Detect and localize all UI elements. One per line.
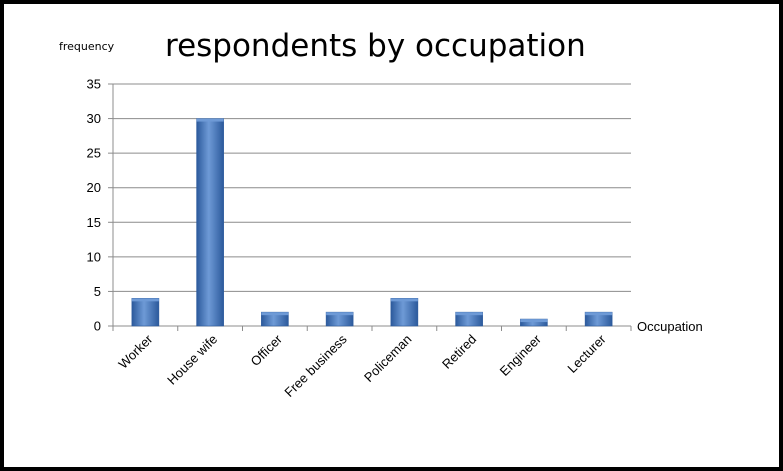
x-tick-label: Officer <box>247 331 285 369</box>
x-axis-label: Occupation <box>637 319 703 334</box>
bar-top <box>196 118 224 122</box>
bar-top <box>585 312 613 316</box>
y-tick-label: 0 <box>94 319 101 334</box>
x-tick-label: Lecturer <box>564 331 609 376</box>
y-axis-label: frequency <box>59 40 115 53</box>
x-tick-label: Retired <box>439 332 479 372</box>
bar-top <box>131 298 159 302</box>
bar <box>390 298 419 327</box>
y-tick-label: 10 <box>87 249 101 264</box>
x-tick-label: Policeman <box>361 332 415 386</box>
bars <box>131 118 613 327</box>
bar <box>131 298 160 327</box>
x-tick-label: Worker <box>115 331 156 372</box>
bar-top <box>520 319 548 323</box>
bar <box>196 118 224 327</box>
y-tick-label: 35 <box>87 77 101 92</box>
bar-top <box>326 312 354 316</box>
x-tick-label: Free business <box>281 331 350 400</box>
gridlines <box>108 83 631 327</box>
axes <box>112 84 632 331</box>
y-tick-label: 30 <box>87 111 101 126</box>
y-tick-labels: 0 5 10 15 20 25 30 35 <box>87 77 101 334</box>
y-tick-label: 15 <box>87 215 101 230</box>
bar-top <box>261 312 289 316</box>
y-tick-label: 5 <box>94 284 101 299</box>
bar-top <box>390 298 418 302</box>
y-tick-label: 20 <box>87 180 101 195</box>
x-tick-label: Engineer <box>497 331 545 379</box>
chart-title: respondents by occupation <box>165 28 586 64</box>
bar-top <box>455 312 483 316</box>
y-tick-label: 25 <box>87 146 101 161</box>
x-tick-label: House wife <box>164 332 220 388</box>
